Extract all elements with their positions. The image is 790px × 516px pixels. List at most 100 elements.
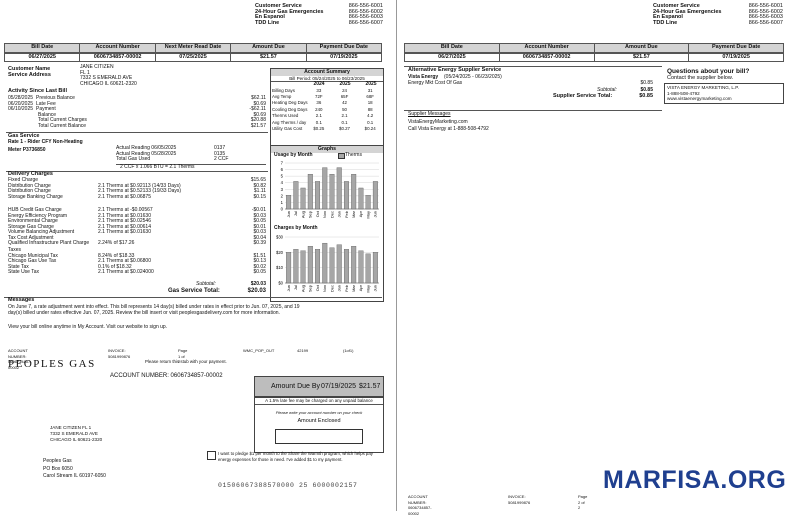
cell: Payment xyxy=(36,106,56,112)
cell: 42 xyxy=(342,100,347,106)
cell: 866-556-6003 xyxy=(748,14,783,20)
y-tick-label: $20 xyxy=(276,250,284,255)
row: Total Current Charges $20.88 xyxy=(38,117,266,124)
total-label: Supplier Service Total: xyxy=(553,93,613,99)
row: Balance $0.69 xyxy=(38,111,266,119)
cell: 866-556-6002 xyxy=(348,8,383,15)
cell: Bill Date xyxy=(5,44,81,52)
cell: 0.1 xyxy=(367,119,374,125)
cell: 866-556-6001 xyxy=(748,3,783,9)
line: CHICAGO IL 60621-2320 xyxy=(80,80,137,87)
cell: 07/19/2025 xyxy=(330,53,358,60)
cell: $0.02 xyxy=(253,263,266,270)
cell: Balance xyxy=(38,111,57,118)
cell: $15.65 xyxy=(250,177,266,183)
cell: Late Fee xyxy=(36,100,56,107)
y-tick-label: 3 xyxy=(281,187,284,192)
x-tick-label: Jul xyxy=(293,211,298,216)
cell: $20.88 xyxy=(250,117,266,123)
cell: $62.11 xyxy=(251,95,266,101)
cell: $0.05 xyxy=(253,269,266,275)
pledge-checkbox[interactable] xyxy=(207,451,216,460)
bar xyxy=(351,174,357,210)
summary-rows: Billing Days 33 24 31 Avg Temp 72F 65F 68F Heati… xyxy=(271,88,383,133)
subtotal-label: Subtotal: xyxy=(597,87,617,93)
y-tick-label: 4 xyxy=(281,180,284,185)
cell: Account Number xyxy=(80,44,156,52)
cell: Next Meter Read Date xyxy=(156,44,232,52)
late-fee: A 1.5% late fee may be charged on any un… xyxy=(255,398,383,405)
bar xyxy=(307,174,313,210)
cell: 06/10/2025 xyxy=(8,106,34,112)
x-tick-label: Jun xyxy=(373,211,378,217)
line: FL 1 xyxy=(80,69,90,76)
line: JANE CITIZEN xyxy=(80,64,114,70)
line: Peoples Gas xyxy=(43,458,72,464)
section-title: Alternative Energy Supplier Service xyxy=(408,67,502,73)
section-title: Messages xyxy=(8,297,35,303)
cell: Total Gas Used xyxy=(116,156,151,162)
due-label: Amount Due By xyxy=(271,383,321,390)
cell: Distribution Charge xyxy=(8,182,51,189)
cell: 866-556-6001 xyxy=(348,3,383,9)
row: 24-Hour Gas Emergencies 866-556-6002 xyxy=(653,8,783,16)
bar xyxy=(372,181,378,210)
supplier-period: (05/24/2025 - 06/23/2025) xyxy=(444,74,502,80)
cell: 24-Hour Gas Emergencies xyxy=(653,8,722,15)
cell: 07/19/2025 xyxy=(722,53,750,60)
bar xyxy=(365,253,371,284)
x-tick-label: Jul xyxy=(293,285,298,290)
box-title: Graphs xyxy=(271,146,383,153)
cell: 06/20/2025 xyxy=(8,100,34,107)
bar xyxy=(307,246,313,284)
row: En Espanol 866-556-6003 xyxy=(255,14,383,21)
cell: $1.11 xyxy=(253,188,266,194)
readings: Actual Reading 06/05/2025 0137 Actual Read… xyxy=(116,145,236,163)
rate: Rate 1 - Rider CFY Non-Heating xyxy=(8,138,83,145)
bar xyxy=(293,181,299,210)
bill-bar-values: 06/27/2025 0606734857-00002 $21.57 07/19/20… xyxy=(404,52,784,62)
cell: HUB Credit Gas Charge xyxy=(8,207,62,213)
conversion: 2 CCF x 1.066 BTU = 2.1 Therms xyxy=(120,164,195,170)
cell: 2.1 Therms at $0.01630 xyxy=(98,212,151,219)
cell: 33 xyxy=(316,87,322,93)
cell: En Espanol xyxy=(255,14,285,20)
section-title: Supplier Messages xyxy=(408,111,451,117)
cell: TDD Line xyxy=(653,19,678,26)
x-tick-label: Apr xyxy=(358,210,363,217)
bar xyxy=(286,252,292,284)
rule xyxy=(404,110,662,111)
cell: 2.24% of $17.26 xyxy=(98,240,135,246)
cell: 2.1 Therms at $0.92113 (14/33 Days) xyxy=(98,182,181,189)
row: Therms Used 2.1 2.1 4.2 xyxy=(272,113,383,119)
x-tick-label: Jun xyxy=(373,285,378,291)
due-date: 07/19/2025 xyxy=(321,383,357,390)
amount-input[interactable] xyxy=(275,428,363,444)
bill-bar-headers: Bill Date Account Number Next Meter Read D… xyxy=(4,43,382,53)
enclosed-label: Amount Enclosed xyxy=(297,418,341,424)
cell: $0.03 xyxy=(253,212,266,219)
x-tick-label: Mar xyxy=(351,284,356,292)
supplier-rows: Energy Mkt Cost Of Gas $0.85 xyxy=(408,80,653,87)
cell: $0.39 xyxy=(253,240,266,246)
cell: Actual Reading 06/05/2025 xyxy=(116,145,177,151)
cell: Actual Reading 05/28/2025 xyxy=(116,150,177,157)
row: Actual Reading 06/05/2025 0137 xyxy=(116,145,236,152)
bill-bar-values: 06/27/2025 0606734857-00002 07/25/2025 $21.… xyxy=(4,52,382,62)
x-tick-label: May xyxy=(365,211,370,219)
bar xyxy=(365,195,371,210)
cell: 0606734857-00002 xyxy=(500,53,595,61)
cell: 72F xyxy=(315,93,323,99)
col: 2025 xyxy=(365,81,377,87)
cell: $21.57 xyxy=(595,53,690,61)
bar xyxy=(315,249,321,284)
page-divider xyxy=(396,0,397,511)
box-title: Account Summary xyxy=(271,69,383,76)
x-tick-label: Nov xyxy=(322,285,327,292)
x-tick-label: Mar xyxy=(351,210,356,218)
x-tick-label: Apr xyxy=(358,284,363,291)
scanline: 01506067388570000 25 6000002157 xyxy=(218,482,358,489)
address: JANE CITIZEN FL 1 7332 S EMERALD AVE CHICA… xyxy=(50,425,102,443)
x-tick-label: Feb xyxy=(344,210,349,218)
activity-rows: 05/28/2025 Previous Balance $62.11 06/20/20… xyxy=(8,95,266,113)
